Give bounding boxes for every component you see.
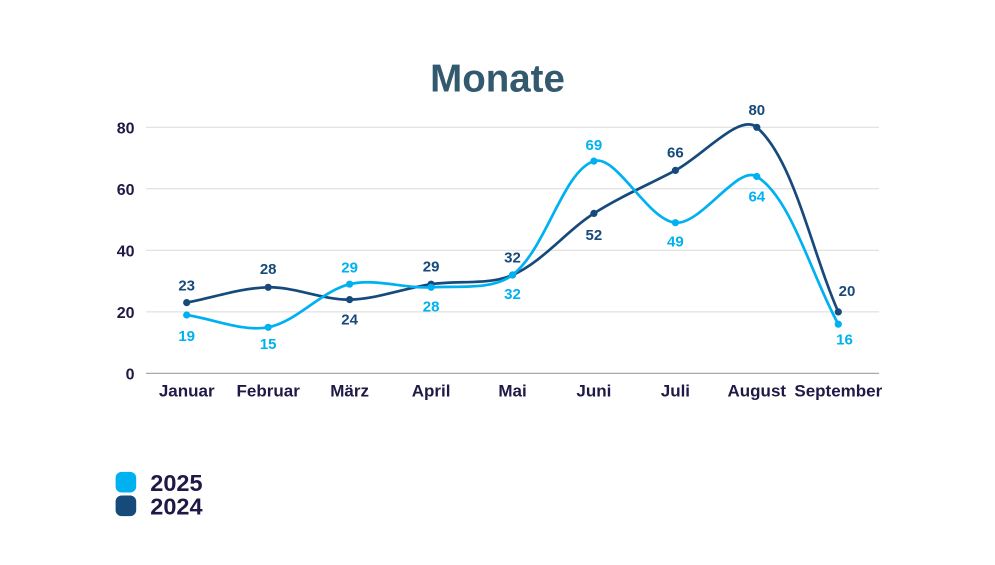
svg-text:80: 80 bbox=[117, 120, 135, 137]
svg-text:40: 40 bbox=[117, 243, 135, 260]
svg-text:Januar: Januar bbox=[159, 382, 215, 401]
svg-text:15: 15 bbox=[260, 336, 277, 353]
svg-text:März: März bbox=[330, 382, 369, 401]
svg-text:Februar: Februar bbox=[237, 382, 301, 401]
svg-text:20: 20 bbox=[117, 305, 135, 322]
svg-text:66: 66 bbox=[667, 145, 684, 162]
svg-text:2024: 2024 bbox=[150, 494, 202, 520]
svg-text:19: 19 bbox=[178, 328, 195, 345]
svg-text:Juli: Juli bbox=[661, 382, 690, 401]
svg-text:23: 23 bbox=[178, 277, 195, 294]
svg-text:28: 28 bbox=[423, 299, 440, 316]
svg-text:August: August bbox=[728, 382, 787, 401]
svg-text:April: April bbox=[412, 382, 451, 401]
svg-text:September: September bbox=[794, 382, 882, 401]
svg-text:64: 64 bbox=[748, 189, 765, 206]
svg-text:60: 60 bbox=[117, 182, 135, 199]
svg-text:Juni: Juni bbox=[576, 382, 611, 401]
svg-text:24: 24 bbox=[341, 312, 358, 329]
svg-text:Mai: Mai bbox=[498, 382, 526, 401]
svg-text:2025: 2025 bbox=[150, 470, 202, 496]
svg-text:52: 52 bbox=[586, 227, 603, 244]
svg-text:29: 29 bbox=[423, 258, 440, 275]
svg-text:32: 32 bbox=[504, 249, 521, 266]
svg-text:29: 29 bbox=[341, 260, 358, 277]
svg-text:28: 28 bbox=[260, 261, 277, 278]
svg-text:0: 0 bbox=[126, 367, 135, 384]
svg-text:80: 80 bbox=[748, 102, 765, 119]
svg-text:49: 49 bbox=[667, 233, 684, 250]
svg-text:69: 69 bbox=[586, 137, 603, 154]
svg-text:32: 32 bbox=[504, 286, 521, 303]
svg-text:Monate: Monate bbox=[430, 58, 565, 101]
svg-text:16: 16 bbox=[836, 332, 853, 349]
svg-text:20: 20 bbox=[839, 283, 856, 300]
